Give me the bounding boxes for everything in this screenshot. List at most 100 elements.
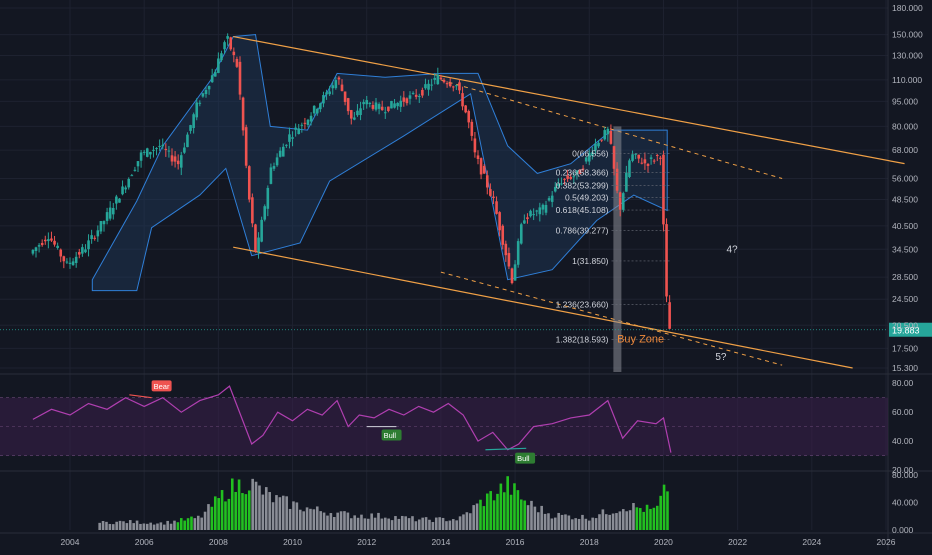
candle-body <box>448 82 452 87</box>
price-axis-label: 40.500 <box>892 221 918 231</box>
volume-bar <box>618 511 622 530</box>
candle-body <box>167 150 171 152</box>
candle-body <box>136 161 140 167</box>
volume-bar <box>608 514 611 530</box>
candle-body <box>247 166 251 200</box>
volume-bar <box>336 512 339 530</box>
candle-body <box>414 94 418 97</box>
volume-bar <box>451 519 455 530</box>
candle-body <box>643 159 647 164</box>
candle-body <box>102 221 106 225</box>
volume-bar <box>567 515 571 530</box>
candle-body <box>158 145 161 147</box>
volume-bar <box>570 519 574 530</box>
volume-bar <box>142 523 146 530</box>
candle-body <box>572 176 576 178</box>
volume-bar <box>564 514 567 530</box>
candle-body <box>294 127 297 130</box>
volume-bar <box>407 518 411 530</box>
candle-body <box>340 84 344 91</box>
volume-bar <box>659 495 662 530</box>
candle-body <box>362 102 365 105</box>
volume-bar <box>105 521 108 530</box>
volume-bar <box>98 522 101 530</box>
price-axis-label: 20.500 <box>892 320 918 330</box>
volume-bar <box>332 517 336 530</box>
candle-body <box>470 121 474 136</box>
candle-body <box>50 238 53 241</box>
volume-bar <box>655 505 659 530</box>
volume-bar <box>492 500 496 530</box>
volume-bar <box>431 522 435 530</box>
candle-body <box>519 224 523 244</box>
candle-body <box>606 128 610 135</box>
candle-body <box>217 58 220 73</box>
candle-body <box>93 237 97 239</box>
candle-body <box>145 148 149 157</box>
volume-bar <box>173 520 176 530</box>
candle-body <box>96 230 100 237</box>
volume-axis-label: 80.000 <box>892 470 918 480</box>
volume-bar <box>587 520 591 530</box>
candle-body <box>532 214 535 216</box>
volume-bar <box>377 512 380 530</box>
candle-body <box>285 144 288 146</box>
candle-body <box>662 154 665 225</box>
bear-tag-text: Bear <box>154 382 170 391</box>
candle-body <box>331 85 335 89</box>
volume-bar <box>472 505 475 530</box>
volume-bar <box>139 523 142 530</box>
volume-bar <box>662 484 666 530</box>
candle-body <box>631 154 634 161</box>
volume-bar <box>285 496 288 530</box>
candle-body <box>402 97 406 102</box>
candle-body <box>439 77 443 80</box>
volume-bar <box>234 491 237 530</box>
volume-bar <box>635 507 639 530</box>
candle-body <box>74 256 78 263</box>
candle-body <box>195 102 199 118</box>
candle-body <box>427 83 430 90</box>
price-axis-label: 56.000 <box>892 174 918 184</box>
volume-bar <box>326 515 329 530</box>
candle-body <box>387 106 390 111</box>
candle-body <box>204 90 208 95</box>
candle-body <box>337 77 341 80</box>
volume-bar <box>543 513 547 530</box>
candle-body <box>476 155 480 160</box>
fib-label: 0.236(58.366) <box>556 167 609 177</box>
volume-bar <box>530 500 533 530</box>
time-axis-label: 2022 <box>728 537 747 547</box>
candle-body <box>359 108 362 116</box>
candle-body <box>467 111 471 123</box>
volume-bar <box>428 519 431 530</box>
volume-bar <box>169 523 173 530</box>
volume-bar <box>601 509 605 530</box>
volume-bar <box>489 491 492 530</box>
candle-body <box>297 128 301 135</box>
volume-bar <box>275 495 278 530</box>
volume-bar <box>193 518 197 530</box>
volume-bar <box>421 517 424 530</box>
volume-axis-label: 0.000 <box>892 525 914 535</box>
fib-label: 0.382(53.299) <box>556 181 609 191</box>
volume-bar <box>591 517 594 530</box>
time-axis-label: 2006 <box>135 537 154 547</box>
candle-body <box>615 168 619 191</box>
volume-bar <box>479 499 482 530</box>
volume-bar <box>241 493 244 530</box>
candle-body <box>346 98 350 112</box>
candle-body <box>220 53 223 61</box>
volume-bar <box>506 476 509 530</box>
candle-body <box>81 247 84 254</box>
candle-body <box>84 249 87 253</box>
rsi-axis-label: 60.00 <box>892 407 914 417</box>
candle-body <box>149 151 152 155</box>
candle-body <box>393 103 396 108</box>
volume-bar <box>349 518 353 530</box>
wave4-label: 4? <box>727 244 739 255</box>
volume-bar <box>533 506 537 530</box>
fib-label: 1.382(18.593) <box>556 335 609 345</box>
candle-body <box>535 210 539 212</box>
